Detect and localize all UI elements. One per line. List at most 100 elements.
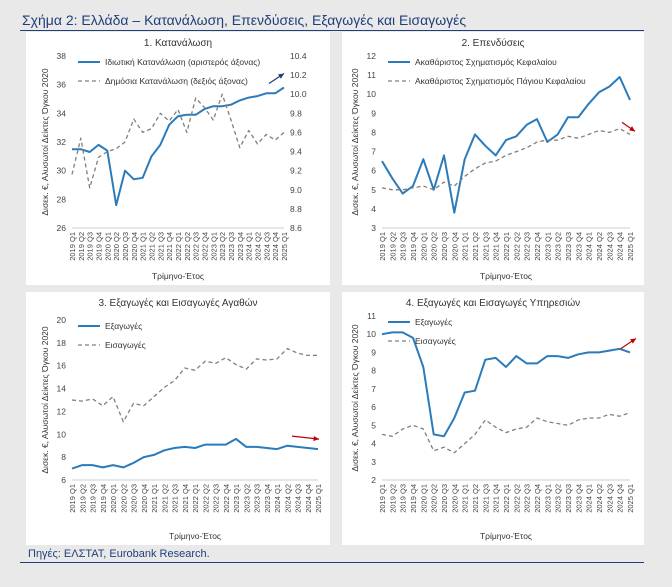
x-tick-label: 2023 Q3 (564, 484, 573, 513)
x-tick-label: 2022 Q4 (222, 484, 231, 513)
x-tick-label: 2024 Q2 (595, 484, 604, 513)
y-tick-label: 12 (57, 406, 67, 416)
x-tick-label: 2020 Q1 (419, 484, 428, 513)
x-tick-label: 2023 Q3 (253, 484, 262, 513)
legend-label-1: Εξαγωγές (415, 317, 452, 327)
series-line-1 (381, 76, 631, 214)
consumption-chart: 1. Κατανάλωση 26 28 30 32 34 36 38 8.6 8.8 9.0 9.2 9… (26, 32, 330, 285)
y-tick-label: 10 (57, 429, 67, 439)
y-tick-label: 16 (57, 361, 67, 371)
y-tick-label: 36 (57, 80, 67, 90)
y-tick-label: 3 (371, 457, 376, 467)
x-tick-label: 2023 Q2 (218, 232, 227, 261)
x-tick-label: 2021 Q2 (471, 484, 480, 513)
x-tick-label: 2020 Q4 (450, 484, 459, 513)
x-tick-label: 2022 Q1 (502, 232, 511, 261)
x-tick-label: 2021 Q3 (481, 484, 490, 513)
x-tick-label: 2024 Q2 (283, 484, 292, 513)
x-tick-label: 2020 Q3 (121, 232, 130, 261)
y-right-tick-label: 9.0 (290, 185, 302, 195)
x-tick-label: 2022 Q1 (502, 484, 511, 513)
y-axis-label: Δισεκ. €, Αλυσωτοί Δείκτες Όγκου 2020 (40, 68, 50, 216)
trend-arrow-head (313, 435, 319, 442)
y-tick-label: 4 (371, 439, 376, 449)
x-tick-label: 2021 Q3 (481, 232, 490, 261)
y-right-tick-label: 9.8 (290, 108, 302, 118)
x-tick-label: 2023 Q4 (236, 232, 245, 261)
x-axis-label: Τρίμηνο-Έτος (480, 531, 532, 541)
trend-arrow-head (278, 73, 284, 79)
x-tick-label: 2020 Q2 (430, 484, 439, 513)
x-tick-label: 2021 Q4 (165, 232, 174, 261)
legend-label-1: Εξαγωγές (105, 321, 142, 331)
legend-label-1: Ιδιωτική Κατανάλωση (αριστερός άξονας) (105, 57, 260, 67)
x-tick-label: 2023 Q1 (543, 484, 552, 513)
x-tick-label: 2023 Q2 (554, 484, 563, 513)
y-tick-label: 7 (371, 147, 376, 157)
x-tick-label: 2024 Q1 (585, 484, 594, 513)
x-tick-label: 2020 Q2 (119, 484, 128, 513)
x-tick-label: 2020 Q1 (419, 232, 428, 261)
x-tick-label: 2019 Q4 (409, 232, 418, 261)
x-tick-label: 2022 Q1 (174, 232, 183, 261)
series-line-1 (381, 331, 631, 438)
y-right-tick-label: 10.4 (290, 51, 307, 61)
x-tick-label: 2024 Q4 (304, 484, 313, 513)
x-tick-label: 2023 Q4 (574, 232, 583, 261)
x-tick-label: 2021 Q4 (492, 232, 501, 261)
x-tick-label: 2019 Q2 (78, 484, 87, 513)
x-tick-label: 2021 Q1 (461, 232, 470, 261)
x-tick-label: 2022 Q1 (191, 484, 200, 513)
x-tick-label: 2024 Q2 (595, 232, 604, 261)
x-tick-label: 2020 Q2 (112, 232, 121, 261)
x-tick-label: 2025 Q1 (314, 484, 323, 513)
y-axis-label: Δισεκ. €, Αλυσωτοί Δείκτες Όγκου 2020 (350, 324, 360, 472)
y-tick-label: 14 (57, 384, 67, 394)
x-tick-label: 2022 Q3 (192, 232, 201, 261)
x-tick-label: 2022 Q3 (523, 232, 532, 261)
y-tick-label: 8 (371, 366, 376, 376)
y-right-tick-label: 8.6 (290, 223, 302, 233)
x-tick-label: 2022 Q2 (183, 232, 192, 261)
y-tick-label: 5 (371, 420, 376, 430)
x-tick-label: 2025 Q1 (626, 484, 635, 513)
x-tick-label: 2019 Q3 (86, 232, 95, 261)
chart-title: 3. Εξαγωγές και Εισαγωγές Αγαθών (98, 297, 257, 309)
y-axis-label: Δισεκ. €, Αλυσωτοί Δείκτες Όγκου 2020 (350, 68, 360, 216)
y-tick-label: 2 (371, 475, 376, 485)
x-tick-label: 2019 Q1 (68, 232, 77, 261)
x-tick-label: 2019 Q1 (378, 232, 387, 261)
x-tick-label: 2024 Q1 (585, 232, 594, 261)
x-tick-label: 2020 Q1 (109, 484, 118, 513)
chart-title: 2. Επενδύσεις (462, 37, 525, 49)
y-tick-label: 10 (367, 329, 377, 339)
x-tick-label: 2020 Q4 (450, 232, 459, 261)
x-tick-label: 2025 Q1 (280, 232, 289, 261)
y-tick-label: 11 (367, 70, 376, 80)
chart-title: 1. Κατανάλωση (144, 37, 212, 49)
x-tick-label: 2021 Q1 (139, 232, 148, 261)
x-tick-label: 2022 Q2 (512, 484, 521, 513)
x-tick-label: 2020 Q4 (130, 232, 139, 261)
y-right-tick-label: 9.2 (290, 166, 302, 176)
x-tick-label: 2022 Q3 (523, 484, 532, 513)
legend-label-2: Εισαγωγές (415, 336, 456, 346)
y-tick-label: 3 (371, 223, 376, 233)
y-tick-label: 8 (371, 127, 376, 137)
y-right-tick-label: 10.0 (290, 89, 307, 99)
legend-label-2: Ακαθάριστος Σχηματισμός Πάγιου Κεφαλαίου (415, 76, 586, 86)
y-tick-label: 34 (57, 108, 67, 118)
x-tick-label: 2023 Q3 (227, 232, 236, 261)
x-tick-label: 2020 Q1 (103, 232, 112, 261)
x-tick-label: 2021 Q4 (492, 484, 501, 513)
x-axis-label: Τρίμηνο-Έτος (169, 531, 221, 541)
y-tick-label: 26 (57, 223, 67, 233)
y-tick-label: 5 (371, 185, 376, 195)
source-note: Πηγές: ΕΛΣΤΑΤ, Eurobank Research. (28, 548, 210, 560)
y-tick-label: 32 (57, 137, 67, 147)
series-line-1 (72, 86, 285, 207)
x-tick-label: 2024 Q4 (271, 232, 280, 261)
investment-chart: 2. Επενδύσεις 3 4 5 6 7 8 9 10 11 12 Δισεκ. €, Αλυσ… (342, 32, 644, 285)
y-tick-label: 6 (61, 475, 66, 485)
x-tick-label: 2021 Q1 (461, 484, 470, 513)
